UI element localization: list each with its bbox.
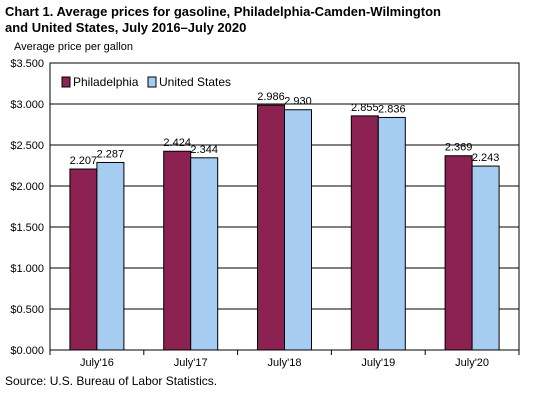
legend-swatch-united-states bbox=[147, 76, 157, 88]
x-tick-label: July'19 bbox=[361, 357, 395, 369]
data-label: 2.930 bbox=[284, 96, 312, 108]
bar-united-states bbox=[96, 161, 125, 351]
bar-philadelphia bbox=[444, 155, 473, 351]
y-tick-label: $2.000 bbox=[10, 181, 44, 193]
bar-philadelphia bbox=[257, 104, 285, 351]
x-tick-label: July'18 bbox=[268, 357, 302, 369]
y-tick-label: $3.500 bbox=[10, 58, 44, 70]
bar-philadelphia bbox=[350, 115, 379, 351]
bar-united-states bbox=[471, 165, 500, 351]
data-label: 2.207 bbox=[70, 155, 98, 167]
data-label: 2.369 bbox=[445, 142, 473, 154]
legend-label: United States bbox=[159, 75, 231, 89]
data-label: 2.855 bbox=[351, 102, 379, 114]
bar-united-states bbox=[190, 157, 219, 351]
data-label: 2.243 bbox=[472, 152, 500, 164]
y-tick-label: $0.500 bbox=[10, 304, 44, 316]
bar-philadelphia bbox=[69, 168, 98, 351]
data-label: 2.986 bbox=[257, 91, 285, 103]
x-tick-label: July'17 bbox=[174, 357, 208, 369]
data-label: 2.344 bbox=[190, 144, 218, 156]
bar-philadelphia bbox=[163, 150, 192, 351]
data-label: 2.836 bbox=[378, 103, 406, 115]
bar-united-states bbox=[284, 109, 312, 351]
x-tick-label: July'16 bbox=[80, 357, 114, 369]
bar-united-states bbox=[377, 116, 406, 351]
chart-title-line-2: and United States, July 2016–July 2020 bbox=[5, 20, 247, 35]
chart-title: Chart 1. Average prices for gasoline, Ph… bbox=[5, 4, 545, 36]
legend-swatch-philadelphia bbox=[61, 76, 71, 88]
y-tick-label: $2.500 bbox=[10, 140, 44, 152]
legend-label: Philadelphia bbox=[73, 75, 139, 89]
y-axis-label: Average price per gallon bbox=[14, 41, 134, 53]
y-tick-label: $3.000 bbox=[10, 99, 44, 111]
x-tick-label: July'20 bbox=[455, 357, 489, 369]
data-label: 2.287 bbox=[97, 148, 125, 160]
y-tick-label: $1.500 bbox=[10, 222, 44, 234]
source-note: Source: U.S. Bureau of Labor Statistics. bbox=[5, 374, 218, 388]
chart-title-line-1: Chart 1. Average prices for gasoline, Ph… bbox=[5, 4, 441, 19]
data-label: 2.424 bbox=[163, 137, 191, 149]
y-tick-label: $0.000 bbox=[10, 345, 44, 357]
y-tick-label: $1.000 bbox=[10, 263, 44, 275]
